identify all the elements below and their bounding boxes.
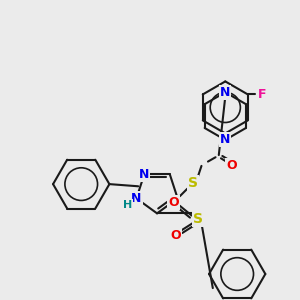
- Text: O: O: [226, 159, 237, 172]
- Text: F: F: [258, 88, 266, 101]
- Text: H: H: [123, 200, 132, 210]
- Text: S: S: [188, 176, 198, 190]
- Text: S: S: [193, 212, 203, 226]
- Text: O: O: [168, 196, 178, 209]
- Text: N: N: [220, 134, 230, 146]
- Text: N: N: [139, 168, 149, 181]
- Text: O: O: [170, 229, 181, 242]
- Text: N: N: [220, 86, 230, 99]
- Text: N: N: [131, 192, 142, 205]
